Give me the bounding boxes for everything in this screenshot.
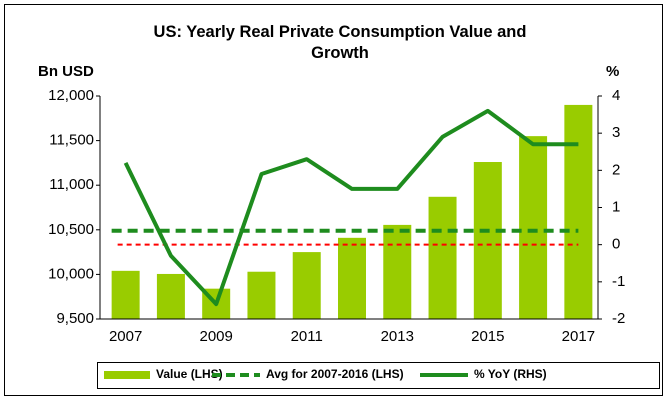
bar <box>338 237 366 319</box>
x-tick-label: 2017 <box>562 328 595 345</box>
bar <box>519 136 548 319</box>
chart-frame <box>4 4 663 396</box>
x-tick-label: 2015 <box>471 328 504 345</box>
bar <box>111 270 140 319</box>
y2-tick-label: 2 <box>612 161 620 178</box>
legend-label: % YoY (RHS) <box>474 367 547 381</box>
y-tick-label: 9,500 <box>56 310 94 327</box>
y-tick-label: 11,500 <box>49 132 94 149</box>
y2-tick-label: -1 <box>612 273 625 290</box>
bar <box>156 273 185 319</box>
bar <box>247 271 276 319</box>
y-tick-label: 10,500 <box>48 221 94 238</box>
y2-tick-label: 0 <box>612 236 620 253</box>
bar <box>292 252 321 319</box>
legend-box <box>97 362 660 389</box>
y2-tick-label: 3 <box>612 124 620 141</box>
y-tick-label: 10,000 <box>48 265 94 282</box>
y2-tick-label: 4 <box>612 87 620 104</box>
x-tick-label: 2013 <box>381 328 414 345</box>
x-tick-label: 2011 <box>291 328 323 345</box>
y-axis-label: Bn USD <box>38 63 94 80</box>
line-series <box>123 108 579 307</box>
y2-axis-label: % <box>606 63 619 80</box>
legend-label: Avg for 2007-2016 (LHS) <box>266 367 404 381</box>
bar <box>428 196 457 319</box>
bar <box>564 104 593 319</box>
bar <box>383 224 412 319</box>
y2-tick-label: -2 <box>612 310 625 327</box>
y2-tick-label: 1 <box>612 198 620 215</box>
y-tick-label: 12,000 <box>48 87 94 104</box>
bar <box>473 162 502 319</box>
legend-swatch <box>104 371 150 379</box>
chart-title: US: Yearly Real Private Consumption Valu… <box>153 23 527 62</box>
x-tick-label: 2007 <box>109 328 142 345</box>
x-tick-label: 2009 <box>199 328 232 345</box>
y-tick-label: 11,000 <box>49 176 94 193</box>
legend-label: Value (LHS) <box>156 367 223 381</box>
